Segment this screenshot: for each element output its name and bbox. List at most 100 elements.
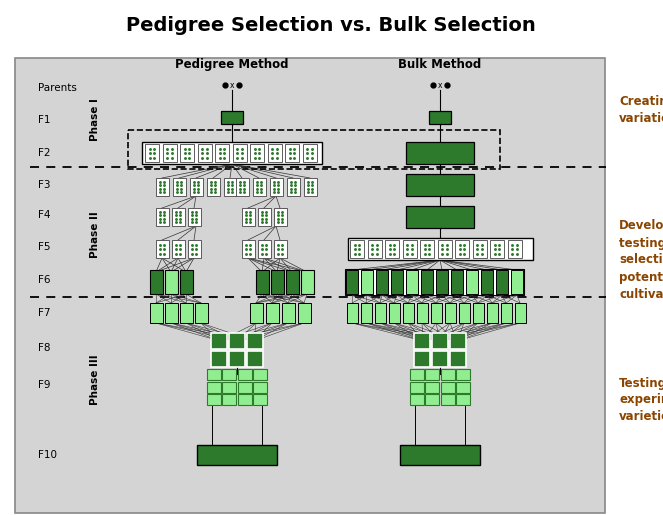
Text: Developing,
testing &
selecting
potential
cultivars: Developing, testing & selecting potentia… <box>619 219 663 300</box>
FancyBboxPatch shape <box>490 240 504 258</box>
FancyBboxPatch shape <box>441 394 455 405</box>
FancyBboxPatch shape <box>172 208 184 226</box>
FancyBboxPatch shape <box>253 394 267 405</box>
FancyBboxPatch shape <box>188 240 200 258</box>
Text: Pedigree Method: Pedigree Method <box>175 58 289 71</box>
Text: Phase I: Phase I <box>90 98 100 142</box>
FancyBboxPatch shape <box>514 303 526 323</box>
Text: Testing
experimental
varieties: Testing experimental varieties <box>619 376 663 423</box>
FancyBboxPatch shape <box>391 270 403 294</box>
FancyBboxPatch shape <box>429 111 451 124</box>
FancyBboxPatch shape <box>375 303 385 323</box>
FancyBboxPatch shape <box>406 270 418 294</box>
FancyBboxPatch shape <box>487 303 497 323</box>
FancyBboxPatch shape <box>455 240 469 258</box>
FancyBboxPatch shape <box>420 240 434 258</box>
FancyBboxPatch shape <box>511 270 523 294</box>
FancyBboxPatch shape <box>247 351 263 367</box>
FancyBboxPatch shape <box>410 382 424 392</box>
FancyBboxPatch shape <box>164 270 178 294</box>
FancyBboxPatch shape <box>249 303 263 323</box>
FancyBboxPatch shape <box>211 333 227 349</box>
FancyBboxPatch shape <box>432 333 448 349</box>
FancyBboxPatch shape <box>172 240 184 258</box>
FancyBboxPatch shape <box>180 270 192 294</box>
FancyBboxPatch shape <box>406 142 474 164</box>
FancyBboxPatch shape <box>456 382 470 392</box>
FancyBboxPatch shape <box>188 208 200 226</box>
Text: F6: F6 <box>38 275 50 285</box>
FancyBboxPatch shape <box>302 144 316 162</box>
FancyBboxPatch shape <box>15 58 605 512</box>
FancyBboxPatch shape <box>164 303 178 323</box>
FancyBboxPatch shape <box>282 303 294 323</box>
FancyBboxPatch shape <box>156 240 168 258</box>
FancyBboxPatch shape <box>206 178 219 196</box>
FancyBboxPatch shape <box>267 144 282 162</box>
Text: x: x <box>230 81 234 90</box>
FancyBboxPatch shape <box>473 240 487 258</box>
Text: Parents: Parents <box>38 83 77 93</box>
Text: F4: F4 <box>38 210 50 220</box>
FancyBboxPatch shape <box>145 144 159 162</box>
FancyBboxPatch shape <box>253 382 267 392</box>
FancyBboxPatch shape <box>269 178 282 196</box>
FancyBboxPatch shape <box>450 333 466 349</box>
FancyBboxPatch shape <box>271 270 284 294</box>
FancyBboxPatch shape <box>222 382 236 392</box>
FancyBboxPatch shape <box>238 382 252 392</box>
FancyBboxPatch shape <box>257 240 271 258</box>
FancyBboxPatch shape <box>172 178 186 196</box>
FancyBboxPatch shape <box>501 303 511 323</box>
FancyBboxPatch shape <box>250 144 264 162</box>
FancyBboxPatch shape <box>229 351 245 367</box>
FancyBboxPatch shape <box>253 178 265 196</box>
FancyBboxPatch shape <box>347 238 532 260</box>
FancyBboxPatch shape <box>300 270 314 294</box>
FancyBboxPatch shape <box>211 351 227 367</box>
FancyBboxPatch shape <box>444 303 455 323</box>
FancyBboxPatch shape <box>421 270 433 294</box>
Text: Bulk Method: Bulk Method <box>398 58 481 71</box>
FancyBboxPatch shape <box>406 206 474 228</box>
FancyBboxPatch shape <box>265 303 278 323</box>
FancyBboxPatch shape <box>149 270 162 294</box>
FancyBboxPatch shape <box>416 303 428 323</box>
FancyBboxPatch shape <box>215 144 229 162</box>
FancyBboxPatch shape <box>180 144 194 162</box>
FancyBboxPatch shape <box>235 178 249 196</box>
FancyBboxPatch shape <box>304 178 316 196</box>
Text: Phase II: Phase II <box>90 212 100 259</box>
Text: F5: F5 <box>38 242 50 252</box>
FancyBboxPatch shape <box>285 144 299 162</box>
FancyBboxPatch shape <box>274 208 286 226</box>
FancyBboxPatch shape <box>459 303 469 323</box>
Text: F2: F2 <box>38 148 50 158</box>
FancyBboxPatch shape <box>425 394 440 405</box>
FancyBboxPatch shape <box>346 270 358 294</box>
FancyBboxPatch shape <box>436 270 448 294</box>
FancyBboxPatch shape <box>222 394 236 405</box>
FancyBboxPatch shape <box>207 382 221 392</box>
FancyBboxPatch shape <box>257 208 271 226</box>
FancyBboxPatch shape <box>198 144 211 162</box>
FancyBboxPatch shape <box>385 240 399 258</box>
FancyBboxPatch shape <box>414 333 430 349</box>
FancyBboxPatch shape <box>221 111 243 124</box>
FancyBboxPatch shape <box>367 240 381 258</box>
FancyBboxPatch shape <box>425 369 440 380</box>
FancyBboxPatch shape <box>229 333 245 349</box>
FancyBboxPatch shape <box>402 303 414 323</box>
FancyBboxPatch shape <box>389 303 400 323</box>
FancyBboxPatch shape <box>350 240 364 258</box>
FancyBboxPatch shape <box>441 369 455 380</box>
Text: x: x <box>438 81 442 90</box>
FancyBboxPatch shape <box>450 351 466 367</box>
FancyBboxPatch shape <box>406 174 474 196</box>
Text: F1: F1 <box>38 115 50 125</box>
FancyBboxPatch shape <box>298 303 310 323</box>
FancyBboxPatch shape <box>222 369 236 380</box>
FancyBboxPatch shape <box>361 270 373 294</box>
FancyBboxPatch shape <box>223 178 237 196</box>
FancyBboxPatch shape <box>197 445 277 465</box>
